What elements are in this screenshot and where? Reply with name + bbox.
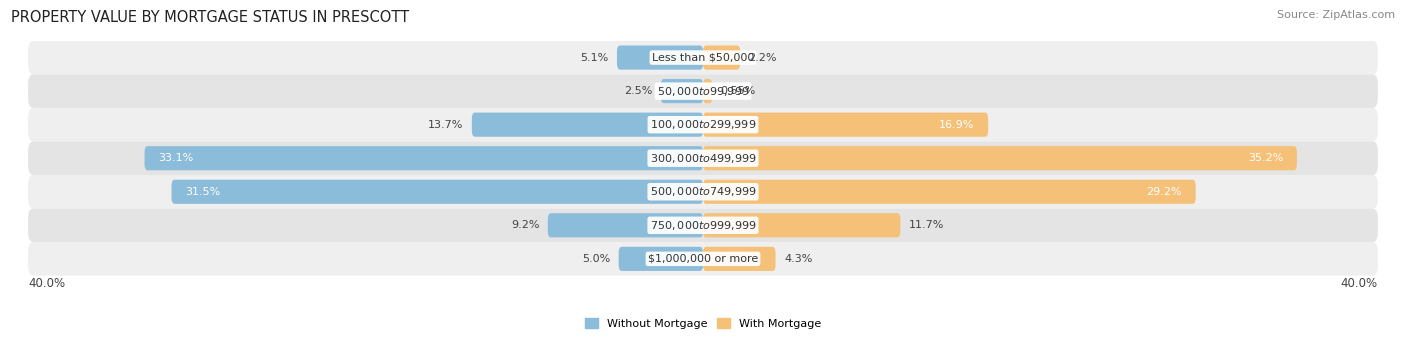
FancyBboxPatch shape bbox=[28, 41, 1378, 74]
FancyBboxPatch shape bbox=[703, 113, 988, 137]
FancyBboxPatch shape bbox=[619, 247, 703, 271]
Text: 16.9%: 16.9% bbox=[939, 120, 974, 130]
Text: 9.2%: 9.2% bbox=[510, 220, 540, 230]
FancyBboxPatch shape bbox=[28, 108, 1378, 141]
FancyBboxPatch shape bbox=[617, 46, 703, 70]
FancyBboxPatch shape bbox=[703, 146, 1296, 170]
Text: $100,000 to $299,999: $100,000 to $299,999 bbox=[650, 118, 756, 131]
Text: 5.1%: 5.1% bbox=[581, 53, 609, 63]
FancyBboxPatch shape bbox=[703, 46, 740, 70]
FancyBboxPatch shape bbox=[661, 79, 703, 103]
Text: 40.0%: 40.0% bbox=[1341, 277, 1378, 290]
FancyBboxPatch shape bbox=[548, 213, 703, 237]
FancyBboxPatch shape bbox=[703, 180, 1195, 204]
Text: $750,000 to $999,999: $750,000 to $999,999 bbox=[650, 219, 756, 232]
Text: 31.5%: 31.5% bbox=[186, 187, 221, 197]
FancyBboxPatch shape bbox=[703, 213, 900, 237]
FancyBboxPatch shape bbox=[28, 141, 1378, 175]
Text: $1,000,000 or more: $1,000,000 or more bbox=[648, 254, 758, 264]
FancyBboxPatch shape bbox=[472, 113, 703, 137]
Legend: Without Mortgage, With Mortgage: Without Mortgage, With Mortgage bbox=[582, 315, 824, 332]
Text: 5.0%: 5.0% bbox=[582, 254, 610, 264]
Text: 11.7%: 11.7% bbox=[908, 220, 945, 230]
Text: PROPERTY VALUE BY MORTGAGE STATUS IN PRESCOTT: PROPERTY VALUE BY MORTGAGE STATUS IN PRE… bbox=[11, 10, 409, 25]
FancyBboxPatch shape bbox=[703, 247, 776, 271]
Text: 4.3%: 4.3% bbox=[785, 254, 813, 264]
Text: Less than $50,000: Less than $50,000 bbox=[652, 53, 754, 63]
Text: Source: ZipAtlas.com: Source: ZipAtlas.com bbox=[1277, 10, 1395, 20]
Text: $500,000 to $749,999: $500,000 to $749,999 bbox=[650, 185, 756, 198]
FancyBboxPatch shape bbox=[172, 180, 703, 204]
Text: 2.5%: 2.5% bbox=[624, 86, 652, 96]
Text: 35.2%: 35.2% bbox=[1249, 153, 1284, 163]
Text: $50,000 to $99,999: $50,000 to $99,999 bbox=[657, 85, 749, 98]
FancyBboxPatch shape bbox=[703, 79, 713, 103]
Text: 2.2%: 2.2% bbox=[748, 53, 778, 63]
Text: $300,000 to $499,999: $300,000 to $499,999 bbox=[650, 152, 756, 165]
Text: 13.7%: 13.7% bbox=[427, 120, 464, 130]
Text: 29.2%: 29.2% bbox=[1146, 187, 1182, 197]
FancyBboxPatch shape bbox=[28, 175, 1378, 208]
Text: 40.0%: 40.0% bbox=[28, 277, 65, 290]
FancyBboxPatch shape bbox=[28, 208, 1378, 242]
FancyBboxPatch shape bbox=[28, 242, 1378, 276]
Text: 33.1%: 33.1% bbox=[157, 153, 193, 163]
FancyBboxPatch shape bbox=[28, 74, 1378, 108]
FancyBboxPatch shape bbox=[145, 146, 703, 170]
Text: 0.55%: 0.55% bbox=[721, 86, 756, 96]
